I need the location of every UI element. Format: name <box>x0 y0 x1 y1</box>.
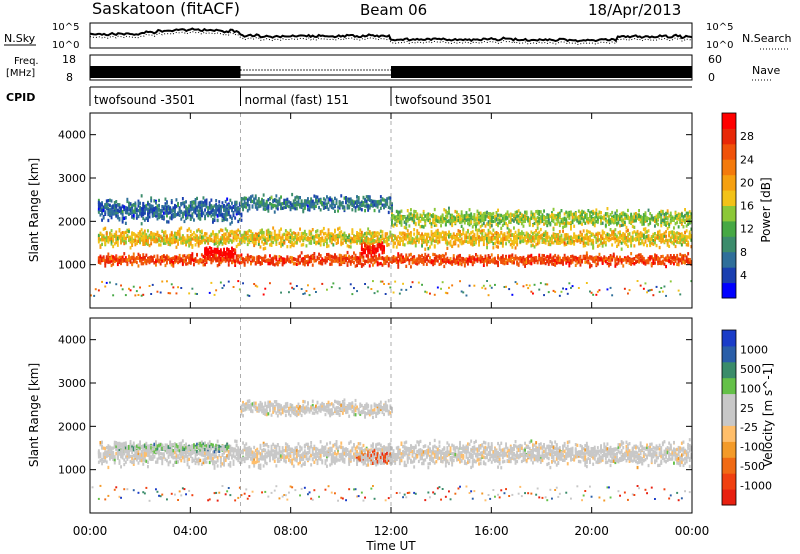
nave-tick-high: 60 <box>708 53 722 66</box>
time-x-axis: 00:00 04:00 08:00 12:00 16:00 20:00 00:00 <box>73 113 710 538</box>
velocity-colorbar-label: Velocity [m s^-1] <box>761 363 775 467</box>
vel-cbar-tick-1: -500 <box>740 460 765 473</box>
x-tick-label-6: 00:00 <box>675 524 710 538</box>
vel-yticks-label-2: 3000 <box>58 377 86 390</box>
cpid-segment-1: normal (fast) 151 <box>245 93 349 107</box>
time-x-label: Time UT <box>365 539 416 553</box>
vel-cbar-tick-3: -25 <box>740 421 758 434</box>
power-yticks-label-2: 3000 <box>58 172 86 185</box>
noise-tick-high-left: 10^5 <box>52 22 79 33</box>
freq-tick-high: 18 <box>62 53 76 66</box>
freq-label: Freq. <box>14 56 39 67</box>
vel-cbar-tick-0: -1000 <box>740 480 772 493</box>
freq-tick-low: 8 <box>66 71 73 84</box>
nsearch-series <box>89 30 693 46</box>
velocity-heatmap <box>91 318 693 513</box>
velocity-y-axis: 1000 2000 3000 4000 <box>58 334 692 477</box>
velocity-y-label: Slant Range [km] <box>27 363 41 467</box>
vel-yticks-label-1: 2000 <box>58 420 86 433</box>
freq-series <box>90 66 692 78</box>
x-tick-label-1: 04:00 <box>173 524 208 538</box>
power-cbar-tick-6: 28 <box>740 130 754 143</box>
cpid-label: CPID <box>6 91 35 104</box>
date-title: 18/Apr/2013 <box>588 1 681 19</box>
vel-yticks-label-3: 4000 <box>58 334 86 347</box>
vel-cbar-tick-4: 25 <box>740 402 754 415</box>
x-tick-label-5: 20:00 <box>574 524 609 538</box>
nave-label: Nave <box>752 64 780 77</box>
x-tick-label-3: 12:00 <box>374 524 409 538</box>
nsky-label: N.Sky <box>4 32 36 45</box>
power-yticks-label-0: 1000 <box>58 259 86 272</box>
vel-yticks-label-0: 1000 <box>58 464 86 477</box>
power-yticks-label-1: 2000 <box>58 215 86 228</box>
cpid-panel: CPID twofsound -3501 normal (fast) 151 two… <box>6 86 692 107</box>
vel-cbar-tick-2: -100 <box>740 441 765 454</box>
velocity-colorbar: -1000 -500 -100 -25 25 100 500 1000 <box>721 329 772 506</box>
x-tick-label-2: 08:00 <box>273 524 308 538</box>
nsearch-label: N.Search <box>742 32 792 45</box>
freq-unit-label: [MHz] <box>6 68 35 79</box>
cpid-segment-2: twofsound 3501 <box>395 93 492 107</box>
nave-tick-low: 0 <box>708 71 715 84</box>
station-title: Saskatoon (fitACF) <box>92 0 240 18</box>
power-heatmap <box>90 113 693 308</box>
freq-panel: Freq. [MHz] 18 8 60 0 Nave <box>6 53 780 84</box>
power-colorbar: 4 8 12 16 20 24 28 <box>721 112 754 299</box>
power-y-label: Slant Range [km] <box>27 158 41 262</box>
power-panel: 1000 2000 3000 4000 Slant Range [km] 4 8 12 16… <box>27 112 773 309</box>
noise-tick-low-left: 10^0 <box>52 40 79 51</box>
vel-cbar-tick-5: 100 <box>740 382 761 395</box>
power-cbar-tick-5: 24 <box>740 153 754 166</box>
x-tick-label-0: 00:00 <box>73 524 108 538</box>
power-cbar-tick-3: 16 <box>740 200 754 213</box>
power-colorbar-label: Power [dB] <box>759 177 773 242</box>
cpid-segment-0: twofsound -3501 <box>94 93 195 107</box>
noise-panel: N.Sky 10^5 10^0 10^5 10^0 N.Search <box>4 22 792 51</box>
power-cbar-tick-4: 20 <box>740 176 754 189</box>
power-y-axis: 1000 2000 3000 4000 <box>58 129 692 272</box>
noise-tick-low-right: 10^0 <box>706 40 733 51</box>
power-yticks-label-3: 4000 <box>58 129 86 142</box>
power-cbar-tick-0: 4 <box>740 269 747 282</box>
noise-tick-high-right: 10^5 <box>706 22 733 33</box>
power-cbar-tick-2: 12 <box>740 223 754 236</box>
vel-cbar-tick-7: 1000 <box>740 343 768 356</box>
beam-title: Beam 06 <box>360 1 427 19</box>
vel-cbar-tick-6: 500 <box>740 363 761 376</box>
x-tick-label-4: 16:00 <box>474 524 509 538</box>
nsky-series <box>89 27 693 43</box>
power-cbar-tick-1: 8 <box>740 246 747 259</box>
